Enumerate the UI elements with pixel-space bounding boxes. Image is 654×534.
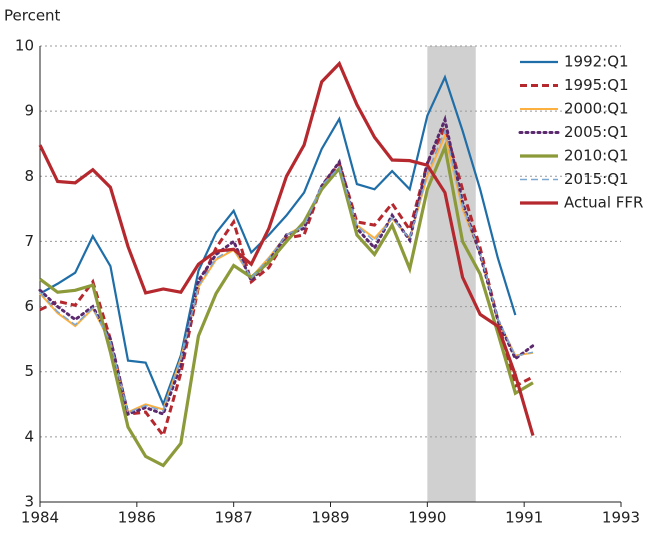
legend-label: 1995:Q1 xyxy=(564,76,629,94)
x-tick-label: 1984 xyxy=(21,509,59,527)
x-tick-label: 1989 xyxy=(311,509,349,527)
legend-label: Actual FFR xyxy=(564,194,643,212)
series-line xyxy=(39,141,534,468)
y-tick-label: 8 xyxy=(24,167,34,185)
x-tick-label: 1993 xyxy=(602,509,640,527)
series-line xyxy=(39,74,517,408)
y-tick-label: 5 xyxy=(24,362,34,380)
x-tick-label: 1991 xyxy=(505,509,543,527)
y-tick-label: 6 xyxy=(24,297,34,315)
y-tick-label: 9 xyxy=(24,102,34,120)
legend-label: 1992:Q1 xyxy=(564,53,629,71)
y-tick-label: 10 xyxy=(15,37,34,55)
y-tick-label: 3 xyxy=(24,493,34,511)
series-line xyxy=(38,60,535,437)
x-tick-label: 1990 xyxy=(408,509,446,527)
legend-label: 2010:Q1 xyxy=(564,147,629,165)
legend-label: 2015:Q1 xyxy=(564,170,629,188)
y-tick-label: 7 xyxy=(24,232,34,250)
x-tick-label: 1987 xyxy=(215,509,253,527)
y-axis-label: Percent xyxy=(4,7,61,25)
legend-label: 2005:Q1 xyxy=(564,123,629,141)
legend-label: 2000:Q1 xyxy=(564,100,629,118)
recession-shade xyxy=(427,46,476,502)
x-tick-label: 1986 xyxy=(118,509,156,527)
y-tick-label: 4 xyxy=(24,427,34,445)
series-line xyxy=(39,128,534,414)
